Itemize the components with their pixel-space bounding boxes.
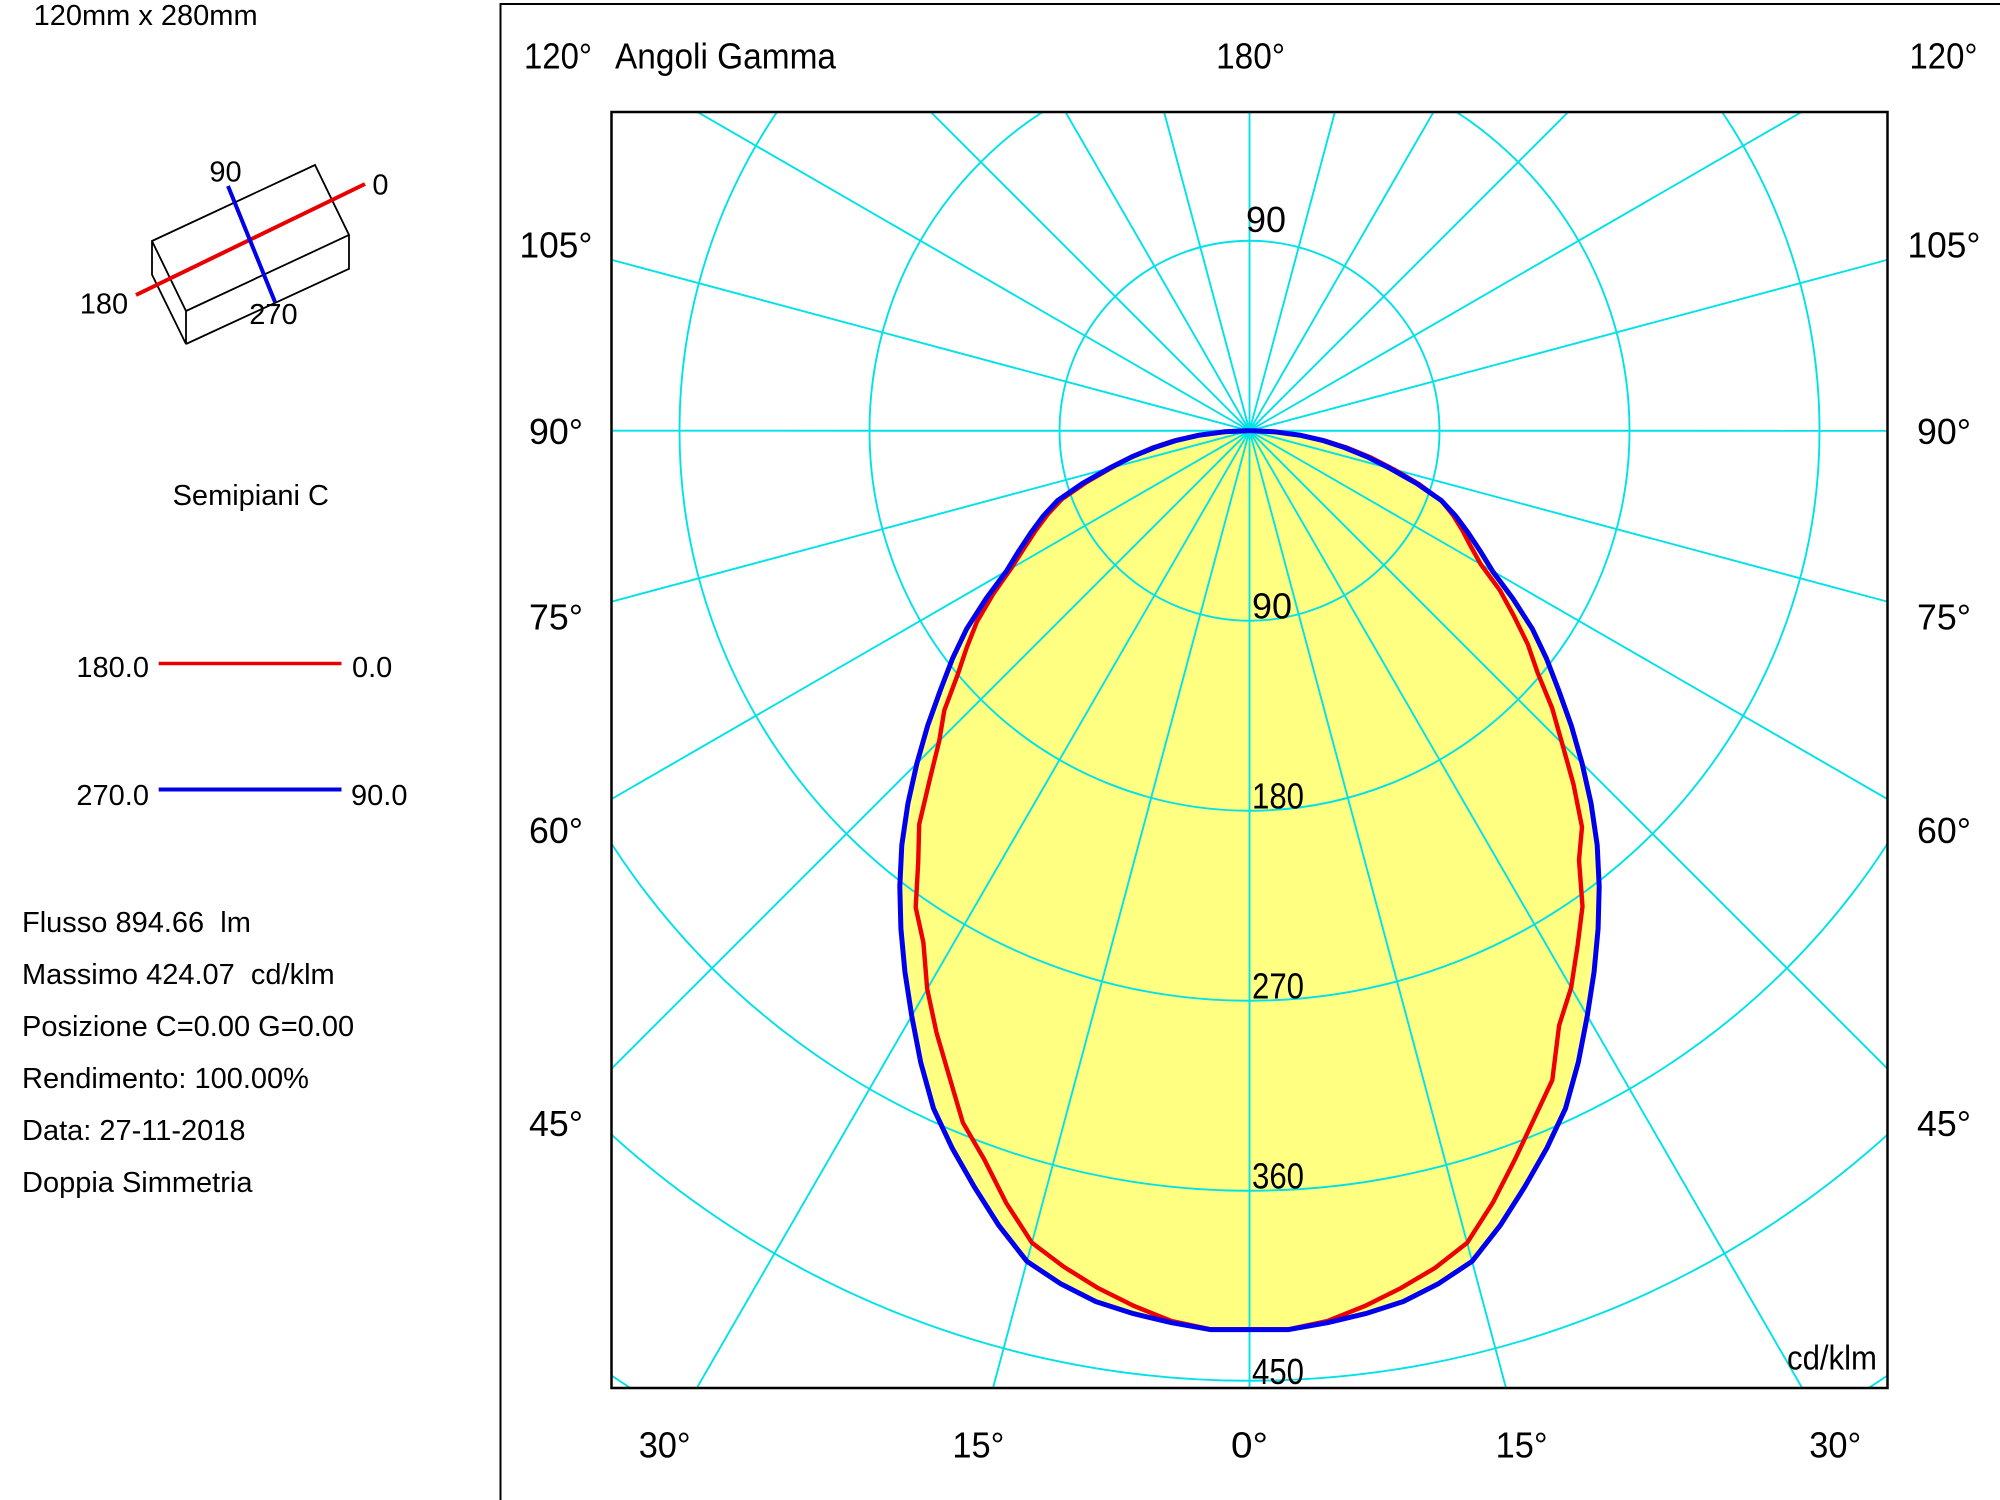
svg-text:15°: 15° <box>1496 1424 1548 1465</box>
svg-text:45°: 45° <box>1917 1103 1971 1144</box>
svg-text:Doppia Simmetria: Doppia Simmetria <box>22 1167 253 1199</box>
svg-text:120°: 120° <box>524 36 592 77</box>
svg-text:180: 180 <box>80 288 128 320</box>
svg-text:360: 360 <box>1252 1156 1304 1197</box>
svg-text:cd/klm: cd/klm <box>1787 1340 1877 1378</box>
svg-text:0: 0 <box>372 170 388 202</box>
svg-text:30°: 30° <box>1809 1424 1861 1465</box>
svg-text:120mm x 280mm: 120mm x 280mm <box>34 0 258 32</box>
svg-text:45°: 45° <box>529 1103 583 1144</box>
svg-text:180: 180 <box>1252 776 1304 817</box>
svg-text:120°: 120° <box>1910 36 1978 77</box>
svg-text:450: 450 <box>1252 1351 1304 1392</box>
svg-text:180.0: 180.0 <box>76 652 149 684</box>
svg-text:90: 90 <box>209 156 241 188</box>
svg-text:90: 90 <box>1246 199 1286 240</box>
svg-text:Posizione C=0.00 G=0.00: Posizione C=0.00 G=0.00 <box>22 1011 354 1043</box>
svg-text:0°: 0° <box>1231 1424 1268 1465</box>
svg-text:75°: 75° <box>1917 597 1971 638</box>
svg-text:270.0: 270.0 <box>76 780 149 812</box>
svg-text:105°: 105° <box>520 224 593 265</box>
svg-text:Massimo 424.07 cd/klm: Massimo 424.07 cd/klm <box>22 959 335 991</box>
svg-text:Semipiani C: Semipiani C <box>173 480 329 512</box>
svg-text:105°: 105° <box>1908 224 1981 265</box>
svg-text:15°: 15° <box>952 1424 1004 1465</box>
svg-text:Data: 27-11-2018: Data: 27-11-2018 <box>22 1115 246 1147</box>
svg-text:Rendimento: 100.00%: Rendimento: 100.00% <box>22 1063 309 1095</box>
svg-text:0.0: 0.0 <box>352 652 392 684</box>
svg-text:Angoli Gamma: Angoli Gamma <box>615 36 837 77</box>
svg-text:180°: 180° <box>1216 36 1285 77</box>
svg-text:60°: 60° <box>529 810 583 851</box>
svg-text:75°: 75° <box>529 597 583 638</box>
svg-text:Flusso 894.66 lm: Flusso 894.66 lm <box>22 907 251 939</box>
svg-text:90.0: 90.0 <box>351 780 407 812</box>
svg-text:30°: 30° <box>639 1424 691 1465</box>
svg-text:90°: 90° <box>1917 411 1971 452</box>
svg-text:90: 90 <box>1252 586 1292 627</box>
svg-text:270: 270 <box>1252 966 1304 1007</box>
svg-text:270: 270 <box>249 299 297 331</box>
svg-text:60°: 60° <box>1917 810 1971 851</box>
svg-text:90°: 90° <box>529 411 583 452</box>
